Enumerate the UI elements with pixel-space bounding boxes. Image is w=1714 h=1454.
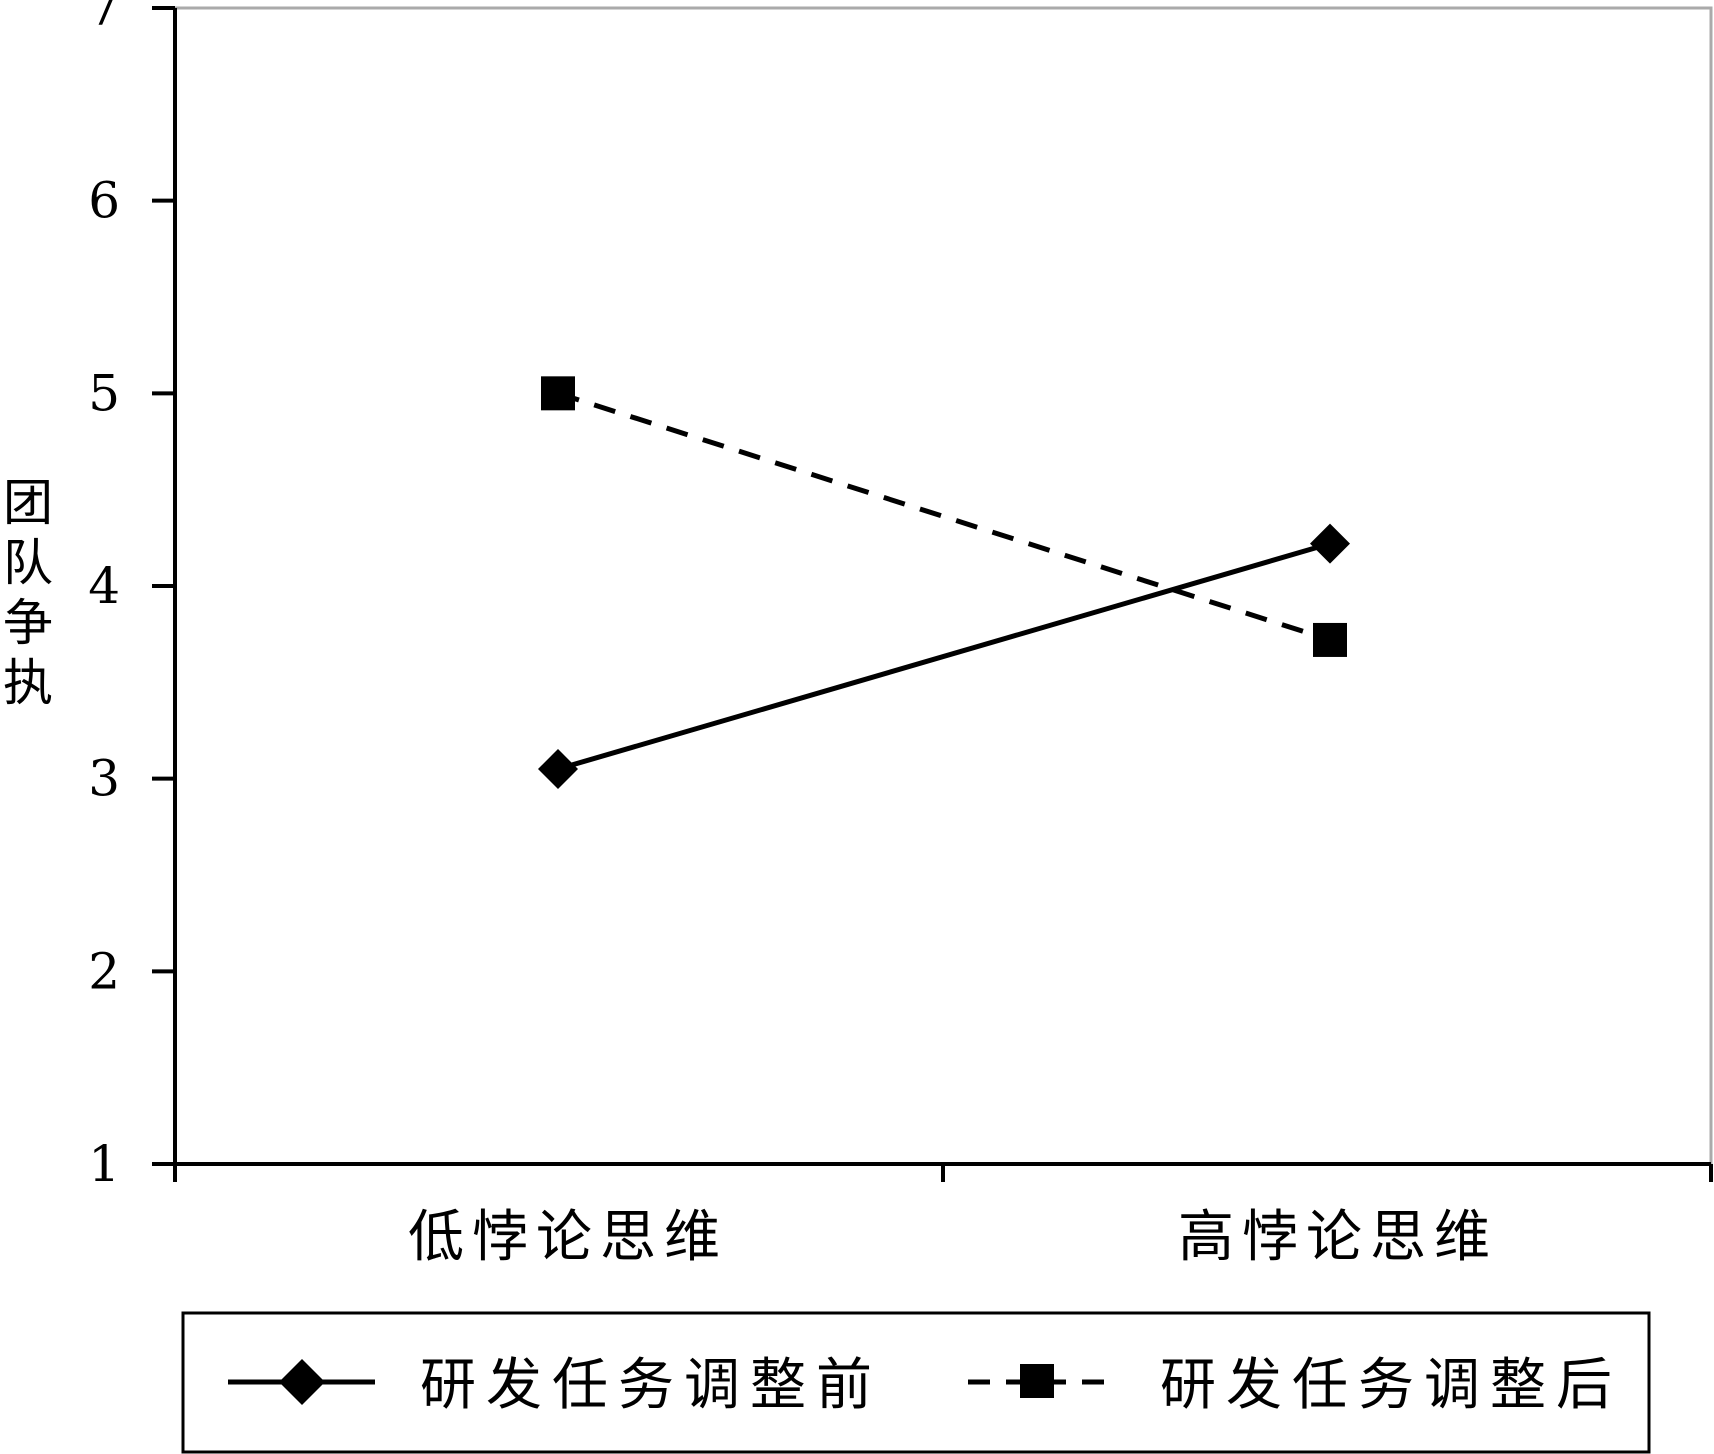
y-axis-label-char: 队 <box>3 534 53 592</box>
y-tick-label: 3 <box>88 750 120 808</box>
y-tick-label: 2 <box>88 942 120 1000</box>
y-tick-label: 7 <box>88 0 120 37</box>
y-tick-label: 5 <box>88 364 120 422</box>
category-label-high: 高悖论思维 <box>1178 1205 1498 1270</box>
plot-area <box>173 6 1713 1166</box>
legend-box <box>181 1311 1651 1454</box>
y-axis-label-char: 团 <box>3 474 53 532</box>
y-ticks: 1 2 3 4 5 6 7 <box>88 0 175 1193</box>
y-tick-label: 4 <box>88 557 120 615</box>
data-point-square <box>541 376 575 411</box>
data-point-diamond <box>538 749 578 790</box>
legend-label-after: 研发任务调整后 <box>1160 1353 1622 1418</box>
category-label-low: 低悖论思维 <box>408 1205 728 1270</box>
legend-marker-before <box>279 1359 325 1405</box>
data-point-square <box>1313 622 1347 657</box>
data-point-diamond <box>1310 523 1350 564</box>
legend-label-before: 研发任务调整前 <box>420 1353 882 1418</box>
y-axis-label-char: 争 <box>3 594 53 652</box>
series-line-0 <box>557 541 1331 772</box>
series-line-1 <box>557 390 1331 643</box>
legend-marker-after <box>1020 1364 1054 1398</box>
x-ticks <box>173 1164 1713 1182</box>
y-tick-label: 6 <box>88 172 120 230</box>
y-axis-label-char: 执 <box>3 654 53 712</box>
y-tick-label: 1 <box>88 1135 120 1193</box>
series-layer <box>538 376 1350 790</box>
